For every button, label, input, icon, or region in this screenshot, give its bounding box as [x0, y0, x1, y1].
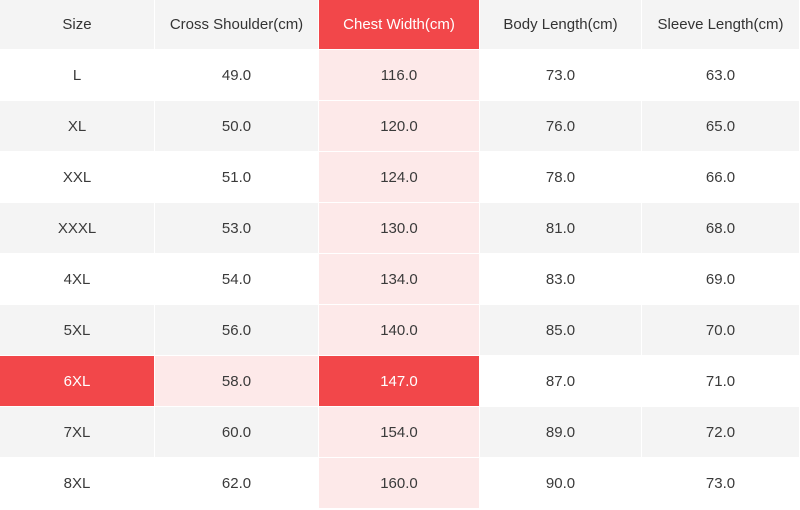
- header-chest-width: Chest Width(cm): [319, 0, 480, 50]
- cell-body-length: 89.0: [480, 407, 642, 458]
- cell-size: 6XL: [0, 356, 155, 407]
- cell-sleeve-length: 72.0: [642, 407, 800, 458]
- cell-cross-shoulder: 60.0: [155, 407, 319, 458]
- cell-sleeve-length: 69.0: [642, 254, 800, 305]
- cell-cross-shoulder: 53.0: [155, 203, 319, 254]
- cell-chest-width: 147.0: [319, 356, 480, 407]
- cell-body-length: 76.0: [480, 101, 642, 152]
- header-cross-shoulder: Cross Shoulder(cm): [155, 0, 319, 50]
- cell-body-length: 78.0: [480, 152, 642, 203]
- cell-chest-width: 130.0: [319, 203, 480, 254]
- cell-sleeve-length: 71.0: [642, 356, 800, 407]
- cell-chest-width: 120.0: [319, 101, 480, 152]
- cell-size: 5XL: [0, 305, 155, 356]
- cell-size: 7XL: [0, 407, 155, 458]
- cell-size: XXXL: [0, 203, 155, 254]
- cell-chest-width: 160.0: [319, 458, 480, 509]
- cell-body-length: 83.0: [480, 254, 642, 305]
- cell-size: XXL: [0, 152, 155, 203]
- cell-chest-width: 124.0: [319, 152, 480, 203]
- cell-body-length: 73.0: [480, 50, 642, 101]
- cell-size: L: [0, 50, 155, 101]
- cell-sleeve-length: 65.0: [642, 101, 800, 152]
- header-sleeve-length: Sleeve Length(cm): [642, 0, 800, 50]
- cell-size: 8XL: [0, 458, 155, 509]
- cell-sleeve-length: 73.0: [642, 458, 800, 509]
- cell-cross-shoulder: 62.0: [155, 458, 319, 509]
- cell-sleeve-length: 66.0: [642, 152, 800, 203]
- cell-sleeve-length: 63.0: [642, 50, 800, 101]
- cell-body-length: 81.0: [480, 203, 642, 254]
- cell-chest-width: 134.0: [319, 254, 480, 305]
- cell-body-length: 87.0: [480, 356, 642, 407]
- cell-size: 4XL: [0, 254, 155, 305]
- cell-sleeve-length: 70.0: [642, 305, 800, 356]
- cell-cross-shoulder: 54.0: [155, 254, 319, 305]
- cell-cross-shoulder: 51.0: [155, 152, 319, 203]
- cell-body-length: 85.0: [480, 305, 642, 356]
- header-body-length: Body Length(cm): [480, 0, 642, 50]
- cell-cross-shoulder: 58.0: [155, 356, 319, 407]
- cell-chest-width: 140.0: [319, 305, 480, 356]
- cell-chest-width: 116.0: [319, 50, 480, 101]
- cell-cross-shoulder: 49.0: [155, 50, 319, 101]
- header-size: Size: [0, 0, 155, 50]
- cell-cross-shoulder: 56.0: [155, 305, 319, 356]
- cell-cross-shoulder: 50.0: [155, 101, 319, 152]
- cell-size: XL: [0, 101, 155, 152]
- cell-body-length: 90.0: [480, 458, 642, 509]
- cell-sleeve-length: 68.0: [642, 203, 800, 254]
- cell-chest-width: 154.0: [319, 407, 480, 458]
